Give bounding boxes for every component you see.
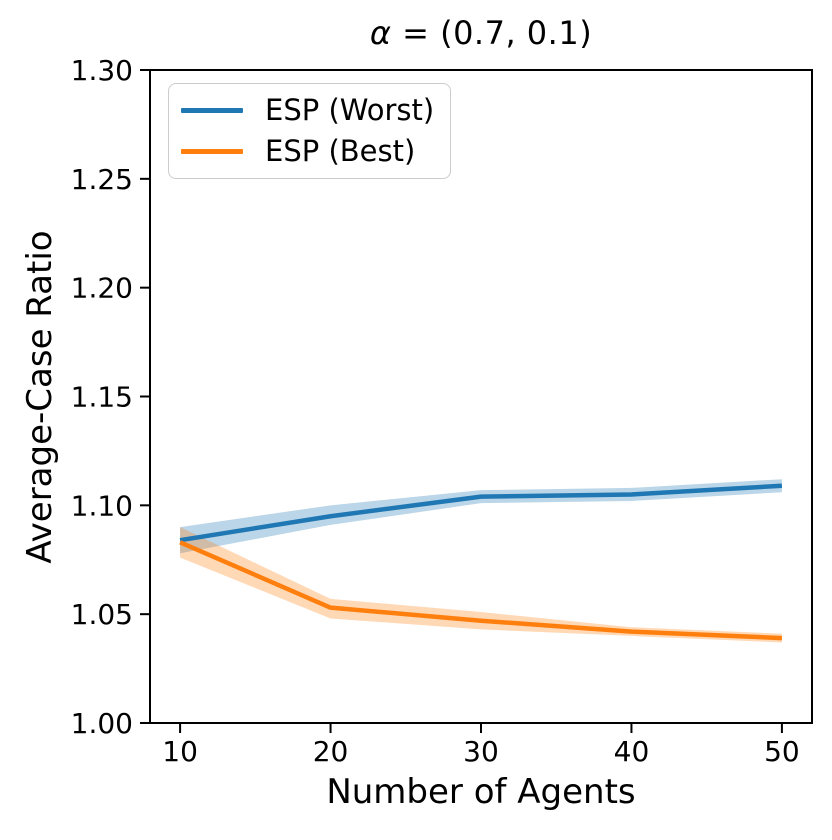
y-tick-label: 1.00 — [71, 707, 133, 740]
y-tick-label: 1.20 — [71, 272, 133, 305]
legend-label-esp-worst: ESP (Worst) — [265, 93, 435, 127]
line-esp-worst — [179, 483, 783, 543]
x-tick-label: 30 — [463, 735, 499, 768]
line-esp-best — [179, 540, 783, 641]
band-esp-best — [180, 527, 782, 643]
band-esp-worst — [180, 479, 782, 554]
legend: ESP (Worst) ESP (Best) — [168, 83, 452, 179]
y-axis-label: Average-Case Ratio — [20, 230, 60, 564]
x-axis-label: Number of Agents — [326, 772, 636, 812]
y-tick-label: 1.15 — [71, 381, 133, 414]
plot-border — [149, 69, 813, 724]
y-tick-label: 1.05 — [71, 598, 133, 631]
y-tick-label: 1.25 — [71, 163, 133, 196]
x-tick-label: 20 — [313, 735, 349, 768]
legend-item-esp-worst: ESP (Worst) — [181, 95, 434, 125]
x-tick-label: 50 — [764, 735, 800, 768]
x-tick-label: 40 — [614, 735, 650, 768]
y-tick-label: 1.30 — [71, 54, 133, 87]
legend-line-esp-worst — [181, 107, 243, 113]
y-tick-label: 1.10 — [71, 489, 133, 522]
title-rest: = (0.7, 0.1) — [391, 14, 593, 52]
legend-line-esp-best — [181, 149, 243, 155]
chart-title: α = (0.7, 0.1) — [150, 13, 812, 53]
legend-label-esp-best: ESP (Best) — [265, 134, 416, 169]
title-alpha-symbol: α — [369, 14, 392, 52]
x-tick-label: 10 — [162, 735, 198, 768]
legend-item-esp-best: ESP (Best) — [181, 134, 434, 169]
